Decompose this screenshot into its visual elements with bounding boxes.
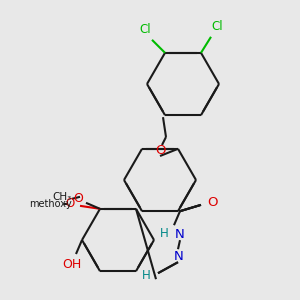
Text: OH: OH	[62, 257, 82, 271]
Text: H: H	[160, 227, 168, 240]
Text: H: H	[142, 269, 150, 282]
Text: Cl: Cl	[211, 20, 223, 33]
Text: O: O	[65, 197, 75, 210]
Text: methoxy: methoxy	[28, 199, 71, 209]
Text: O: O	[73, 192, 83, 205]
Text: O: O	[156, 143, 166, 157]
Text: N: N	[175, 228, 185, 241]
Text: N: N	[174, 250, 184, 263]
Text: O: O	[207, 196, 217, 209]
Text: CH₃: CH₃	[52, 192, 72, 202]
Text: Cl: Cl	[139, 23, 151, 36]
